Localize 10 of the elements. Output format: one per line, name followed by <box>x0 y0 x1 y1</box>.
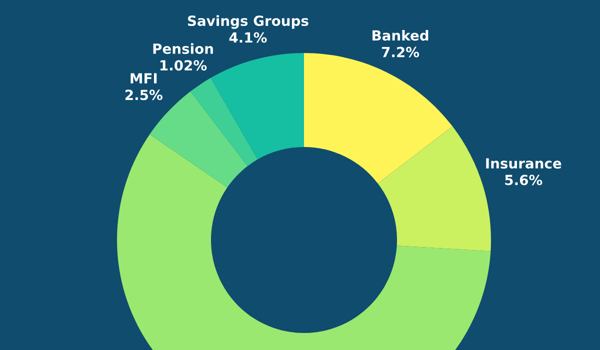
slice-label: Savings Groups <box>188 15 308 29</box>
data-label: 4.1% <box>229 32 267 43</box>
data-label: 7.2% <box>382 46 420 58</box>
slice-label: MFI <box>130 73 157 84</box>
slice-label: Pension <box>153 43 213 54</box>
slice-label: Banked <box>372 30 428 41</box>
data-label: 5.6% <box>505 174 542 186</box>
data-label: 1.02% <box>160 60 207 71</box>
slice-label: Insurance <box>486 158 562 169</box>
data-label: 2.5% <box>125 90 162 100</box>
